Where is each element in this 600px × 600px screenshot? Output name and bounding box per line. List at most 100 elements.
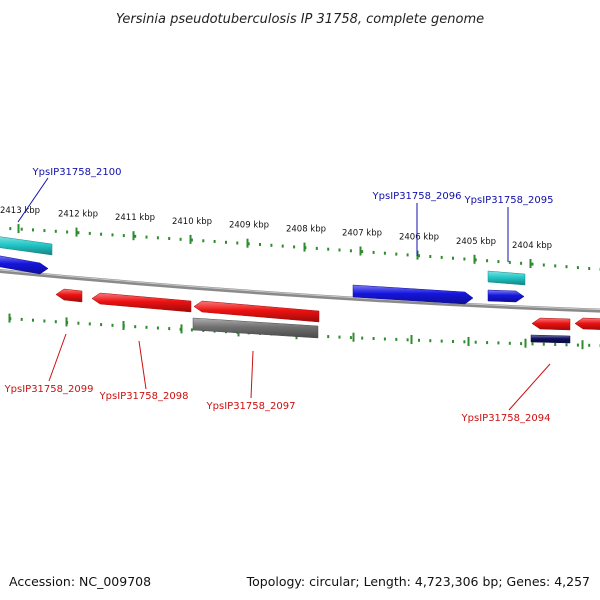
kbp-label: 2411 kbp — [115, 213, 155, 223]
gene-arrow-reverse-red[interactable] — [531, 317, 571, 331]
upper-scale-major-tick — [473, 254, 476, 264]
lower-scale-major-tick — [524, 338, 527, 348]
gene-label-leader — [508, 363, 551, 411]
kbp-label: 2406 kbp — [399, 233, 439, 243]
upper-scale-minor-tick — [565, 265, 568, 269]
upper-scale-minor-tick — [134, 234, 137, 238]
upper-scale-major-tick — [303, 242, 306, 252]
upper-scale-minor-tick — [542, 263, 545, 267]
kbp-label: 2405 kbp — [456, 237, 496, 247]
upper-scale-minor-tick — [497, 260, 500, 264]
gene-arrow-reverse-grey[interactable] — [192, 317, 319, 339]
upper-scale-major-tick — [189, 234, 192, 244]
lower-scale-minor-tick — [190, 328, 193, 332]
gene-arrow-forward-cyan[interactable] — [487, 270, 526, 286]
gene-label-reverse[interactable]: YpsIP31758_2098 — [99, 391, 189, 402]
upper-scale-minor-tick — [122, 234, 125, 238]
upper-scale-minor-tick — [168, 237, 171, 240]
upper-scale-minor-tick — [338, 248, 341, 252]
lower-scale-minor-tick — [349, 336, 352, 340]
upper-scale-minor-tick — [474, 258, 477, 262]
upper-scale-minor-tick — [111, 233, 114, 237]
genome-summary-text: Topology: circular; Length: 4,723,306 bp… — [246, 574, 590, 589]
kbp-label: 2408 kbp — [286, 225, 326, 235]
kbp-label: 2409 kbp — [229, 221, 269, 231]
lower-scale-major-tick — [581, 340, 584, 350]
lower-scale-major-tick — [352, 332, 355, 342]
upper-scale-minor-tick — [554, 264, 557, 268]
lower-scale-minor-tick — [497, 341, 500, 345]
lower-scale-minor-tick — [168, 327, 171, 331]
gene-label-leader — [138, 340, 147, 390]
gene-arrow-reverse-red[interactable] — [55, 288, 83, 303]
lower-scale-minor-tick — [486, 341, 489, 345]
gene-arrow-reverse-red[interactable] — [193, 300, 320, 323]
upper-scale-minor-tick — [156, 236, 159, 240]
lower-scale-minor-tick — [134, 325, 137, 329]
gene-label-forward[interactable]: YpsIP31758_2096 — [372, 191, 462, 202]
lower-scale-minor-tick — [440, 339, 443, 343]
upper-scale-minor-tick — [213, 240, 216, 243]
upper-scale-minor-tick — [20, 227, 23, 231]
upper-scale-minor-tick — [418, 254, 420, 258]
lower-scale-minor-tick — [372, 337, 375, 340]
lower-scale-minor-tick — [20, 317, 23, 321]
gene-label-leader — [48, 333, 67, 382]
upper-scale-minor-tick — [293, 245, 296, 249]
upper-scale-minor-tick — [508, 260, 511, 264]
upper-scale-major-tick — [529, 259, 532, 268]
lower-scale-minor-tick — [508, 341, 511, 345]
lower-scale-minor-tick — [554, 343, 557, 346]
accession-text: Accession: NC_009708 — [9, 574, 151, 589]
upper-scale-minor-tick — [270, 243, 273, 247]
lower-scale-minor-tick — [156, 326, 159, 330]
upper-scale-minor-tick — [520, 261, 523, 265]
upper-scale-minor-tick — [486, 259, 489, 263]
kbp-label: 2407 kbp — [342, 229, 382, 239]
lower-scale-minor-tick — [145, 325, 148, 329]
kbp-label: 2412 kbp — [58, 210, 98, 220]
lower-scale-minor-tick — [576, 343, 579, 347]
lower-scale-minor-tick — [406, 338, 409, 342]
gene-arrow-reverse-red[interactable] — [574, 317, 600, 330]
upper-scale-minor-tick — [372, 250, 375, 254]
upper-scale-minor-tick — [531, 262, 534, 266]
lower-scale-minor-tick — [361, 336, 364, 340]
upper-scale-minor-tick — [43, 229, 46, 233]
gene-arrow-forward-cyan[interactable] — [0, 236, 53, 256]
lower-scale-major-tick — [65, 317, 68, 327]
lower-scale-minor-tick — [474, 340, 477, 344]
gene-label-forward[interactable]: YpsIP31758_2100 — [32, 167, 122, 178]
map-title: Yersinia pseudotuberculosis IP 31758, co… — [116, 12, 484, 27]
lower-scale-minor-tick — [327, 335, 330, 339]
gene-label-reverse[interactable]: YpsIP31758_2094 — [461, 413, 551, 424]
gene-label-reverse[interactable]: YpsIP31758_2099 — [4, 384, 94, 395]
lower-scale-minor-tick — [542, 342, 545, 346]
upper-scale-major-tick — [75, 227, 78, 237]
gene-arrow-forward-blue[interactable] — [487, 289, 525, 303]
upper-scale-minor-tick — [429, 255, 432, 258]
scale-ticks: 2413 kbp 2412 kbp 2411 kbp 2410 kbp 2409 kbp… — [0, 206, 600, 350]
lower-scale-minor-tick — [77, 321, 80, 325]
gene-features — [0, 236, 600, 344]
upper-scale-major-tick — [17, 224, 20, 234]
kbp-label: 2404 kbp — [512, 241, 552, 251]
gene-label-reverse[interactable]: YpsIP31758_2097 — [206, 401, 296, 412]
gene-arrow-reverse-navy[interactable] — [530, 334, 571, 344]
lower-scale-major-tick — [467, 337, 470, 346]
lower-scale-major-tick — [122, 321, 125, 330]
gene-arrow-reverse-red[interactable] — [91, 292, 192, 313]
upper-scale-major-tick — [246, 238, 249, 248]
gene-arrow-forward-blue[interactable] — [352, 284, 474, 305]
upper-scale-minor-tick — [259, 243, 261, 246]
lower-scale-minor-tick — [452, 340, 454, 343]
upper-scale-minor-tick — [349, 249, 352, 253]
lower-scale-major-tick — [410, 335, 413, 344]
lower-scale-minor-tick — [111, 323, 114, 327]
gene-arrow-forward-blue[interactable] — [0, 255, 49, 275]
upper-scale-minor-tick — [145, 235, 148, 239]
upper-scale-minor-tick — [179, 237, 182, 241]
gene-label-forward[interactable]: YpsIP31758_2095 — [464, 195, 554, 206]
lower-scale-minor-tick — [32, 318, 34, 322]
